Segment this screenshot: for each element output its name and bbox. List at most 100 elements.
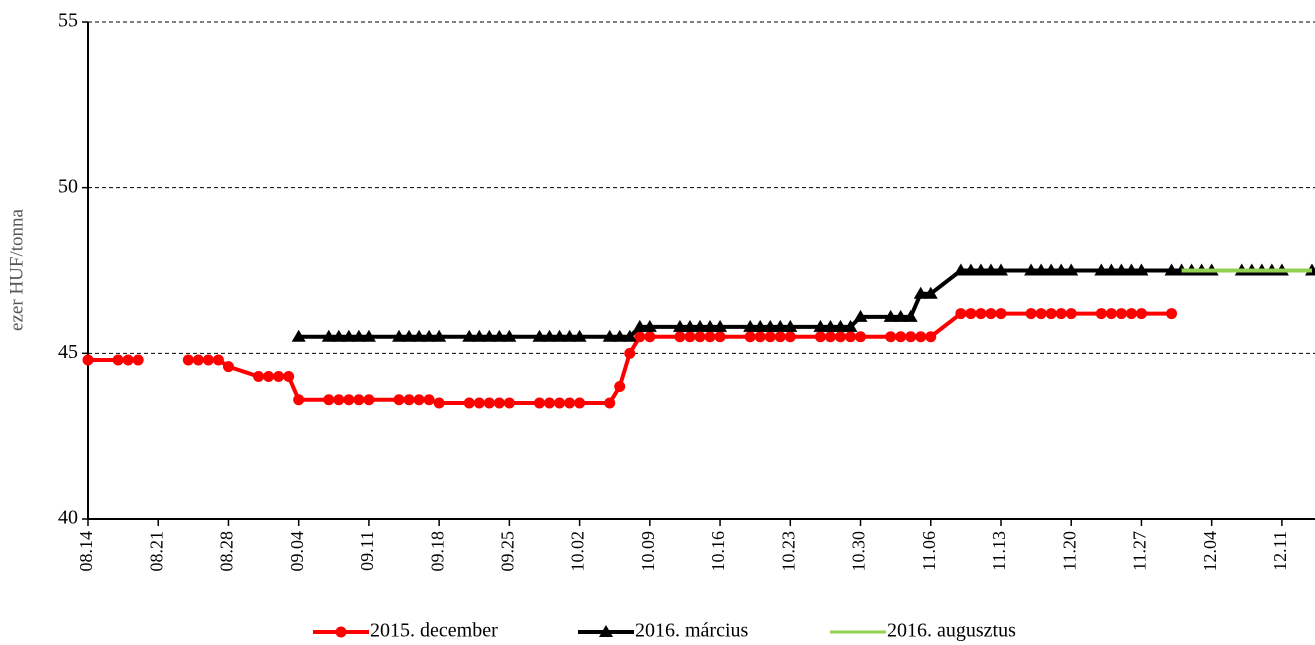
- point: [784, 331, 796, 343]
- x-tick-label: 11.06: [919, 531, 939, 571]
- point: [774, 331, 786, 343]
- x-tick-label: 09.18: [427, 531, 447, 572]
- point: [351, 329, 366, 342]
- point: [331, 329, 346, 342]
- point: [604, 397, 616, 409]
- x-tick-label: 10.09: [638, 531, 658, 572]
- point: [703, 319, 718, 332]
- point: [1166, 308, 1178, 320]
- x-tick-label: 10.02: [568, 531, 588, 572]
- point: [632, 319, 647, 332]
- point: [1044, 263, 1059, 276]
- point: [564, 397, 576, 409]
- point: [182, 354, 194, 366]
- point: [602, 329, 617, 342]
- point: [283, 371, 295, 383]
- point: [684, 331, 696, 343]
- point: [432, 329, 447, 342]
- point: [493, 397, 505, 409]
- point: [544, 397, 556, 409]
- legend-label: 2016. augusztus: [887, 620, 1016, 642]
- point: [672, 319, 687, 332]
- series-line: [298, 268, 1312, 339]
- point: [253, 371, 265, 383]
- legend-label: 2015. december: [370, 620, 498, 642]
- point: [622, 329, 637, 342]
- point: [925, 331, 937, 343]
- point: [694, 331, 706, 343]
- point: [343, 394, 355, 406]
- point: [674, 331, 686, 343]
- point: [893, 309, 908, 322]
- point: [132, 354, 144, 366]
- point: [995, 308, 1007, 320]
- y-axis-label: ezer HUF/tonna: [6, 209, 27, 331]
- point: [1114, 263, 1129, 276]
- point: [472, 329, 487, 342]
- point: [562, 329, 577, 342]
- point: [644, 331, 656, 343]
- point: [813, 319, 828, 332]
- x-tick-label: 08.14: [76, 531, 96, 572]
- point: [293, 394, 305, 406]
- point: [462, 329, 477, 342]
- point: [823, 319, 838, 332]
- point: [212, 354, 224, 366]
- point: [704, 331, 716, 343]
- point: [112, 354, 124, 366]
- point: [612, 329, 627, 342]
- point: [1025, 308, 1037, 320]
- point: [403, 394, 415, 406]
- point: [463, 397, 475, 409]
- point: [1064, 263, 1079, 276]
- point: [915, 331, 927, 343]
- point: [263, 371, 275, 383]
- point: [361, 329, 376, 342]
- point: [955, 308, 967, 320]
- point: [834, 331, 846, 343]
- point: [682, 319, 697, 332]
- point: [1105, 308, 1117, 320]
- point: [82, 354, 94, 366]
- point: [975, 308, 987, 320]
- point: [502, 329, 517, 342]
- point: [503, 397, 515, 409]
- point: [1125, 308, 1137, 320]
- point: [743, 319, 758, 332]
- x-tick-label: 08.21: [146, 531, 166, 572]
- point: [885, 331, 897, 343]
- point: [122, 354, 134, 366]
- legend-marker: [599, 625, 613, 637]
- x-tick-label: 09.04: [287, 531, 307, 572]
- point: [844, 331, 856, 343]
- point: [333, 394, 345, 406]
- point: [433, 397, 445, 409]
- y-tick-label: 50: [58, 175, 78, 197]
- point: [353, 394, 365, 406]
- point: [833, 319, 848, 332]
- point: [341, 329, 356, 342]
- point: [1124, 263, 1139, 276]
- point: [422, 329, 437, 342]
- point: [1024, 263, 1039, 276]
- point: [642, 319, 657, 332]
- point: [572, 329, 587, 342]
- point: [1034, 263, 1049, 276]
- point: [492, 329, 507, 342]
- point: [714, 331, 726, 343]
- point: [413, 394, 425, 406]
- point: [1045, 308, 1057, 320]
- point: [814, 331, 826, 343]
- point: [222, 361, 234, 373]
- point: [634, 331, 646, 343]
- point: [903, 309, 918, 322]
- point: [273, 371, 285, 383]
- point: [753, 319, 768, 332]
- point: [985, 308, 997, 320]
- point: [482, 329, 497, 342]
- point: [965, 308, 977, 320]
- point: [392, 329, 407, 342]
- point: [853, 309, 868, 322]
- y-tick-label: 40: [58, 507, 78, 529]
